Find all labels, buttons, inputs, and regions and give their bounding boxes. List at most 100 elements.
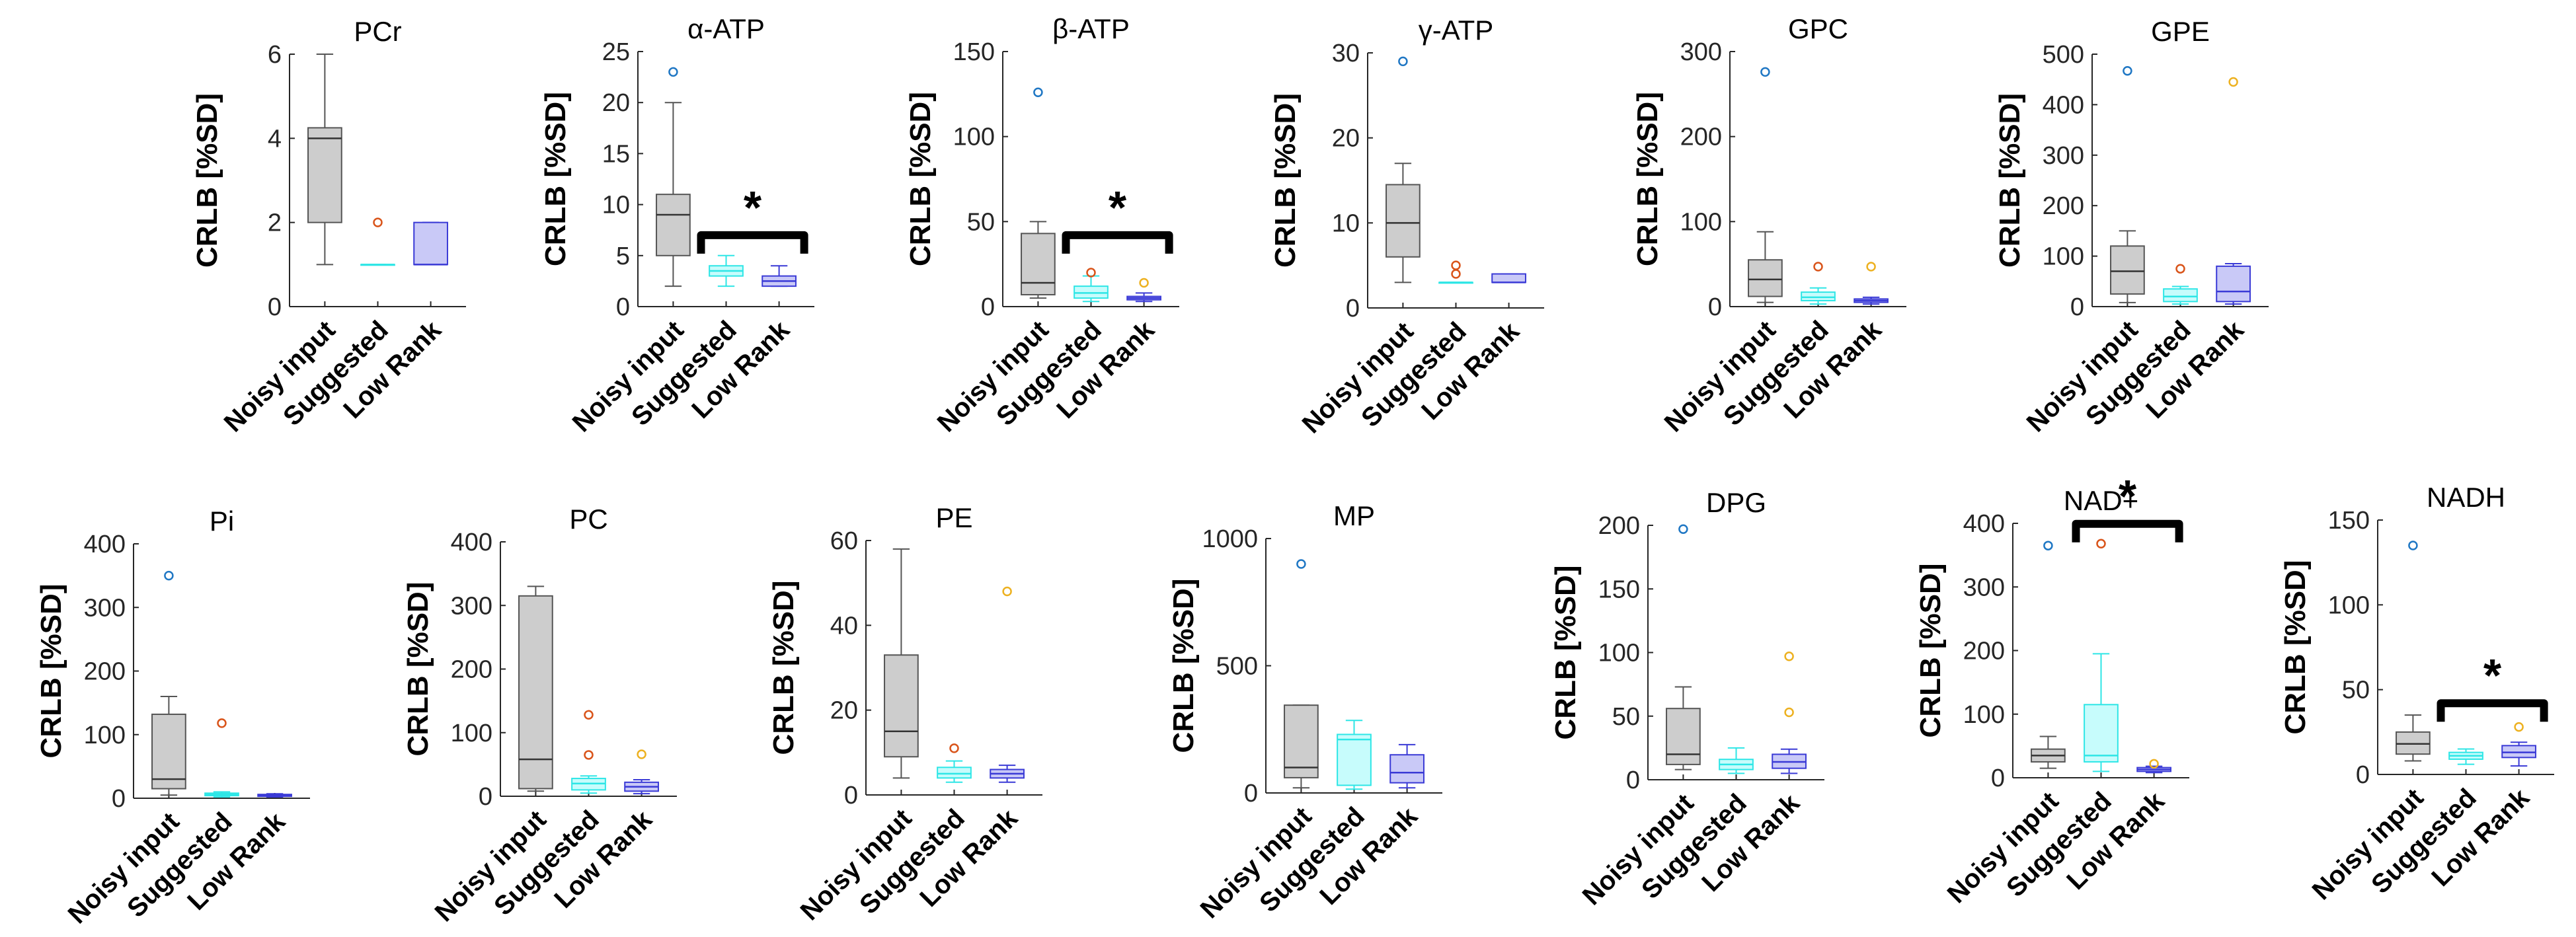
panel-title: β-ATP: [1052, 13, 1130, 44]
box-0: [1666, 524, 1701, 770]
box-1: [360, 217, 395, 266]
y-tick-label: 20: [830, 697, 858, 725]
box-2: [413, 221, 448, 266]
significance-bracket: [2437, 699, 2548, 722]
outlier-point: [164, 570, 174, 581]
outlier-point: [1784, 707, 1794, 718]
outlier-point: [373, 217, 383, 227]
y-tick-label: 100: [2043, 243, 2084, 271]
box-1: [1337, 720, 1372, 790]
outlier-point: [1813, 262, 1823, 272]
panel-title: GPE: [2151, 16, 2210, 47]
outlier-point: [1760, 67, 1770, 77]
y-tick-label: 100: [953, 124, 995, 151]
y-tick-label: 1000: [1202, 525, 1258, 553]
y-tick-label: 15: [602, 140, 630, 168]
box-1: [571, 710, 606, 794]
y-tick-label: 0: [1346, 295, 1360, 322]
box-iqr: [307, 127, 342, 223]
outlier-point: [637, 749, 646, 759]
significance-star: *: [744, 182, 762, 233]
y-tick-label: 400: [451, 529, 492, 556]
y-tick-label: 50: [967, 208, 995, 236]
y-axis-label: CRLB [%SD]: [904, 92, 937, 266]
box-1: [2084, 539, 2119, 772]
box-2: [1491, 273, 1526, 283]
y-tick-label: 4: [268, 125, 282, 153]
y-tick-label: 300: [1963, 574, 2005, 601]
box-2: [2136, 759, 2171, 774]
box-iqr: [1666, 708, 1701, 765]
y-tick-label: 6: [268, 41, 282, 69]
box-2: [1126, 278, 1161, 303]
box-iqr: [413, 221, 448, 266]
outlier-point: [584, 750, 594, 760]
y-tick-label: 20: [1332, 125, 1360, 153]
significance-bracket: [2072, 519, 2183, 543]
y-tick-label: 2: [268, 209, 282, 237]
panel-title: Pi: [210, 506, 234, 537]
box-2: [2216, 77, 2251, 305]
y-axis-label: CRLB [%SD]: [2279, 560, 2312, 735]
outlier-point: [2175, 264, 2185, 274]
box-iqr: [2216, 265, 2251, 303]
y-tick-label: 10: [602, 192, 630, 219]
y-tick-label: 60: [830, 527, 858, 555]
y-axis-label: CRLB [%SD]: [1631, 92, 1664, 266]
box-1: [2163, 264, 2198, 305]
y-tick-label: 200: [451, 656, 492, 684]
outlier-point: [949, 743, 959, 753]
box-iqr: [937, 767, 972, 779]
box-iqr: [2501, 745, 2536, 759]
y-axis-label: CRLB [%SD]: [1914, 564, 1947, 738]
box-0: [151, 570, 186, 796]
box-2: [257, 793, 292, 798]
y-tick-label: 150: [1598, 576, 1640, 603]
outlier-point: [1296, 559, 1306, 569]
box-iqr: [1491, 273, 1526, 283]
box-iqr: [1748, 259, 1783, 297]
box-iqr: [151, 713, 186, 790]
y-tick-label: 300: [1680, 38, 1722, 66]
significance-star: *: [1109, 182, 1127, 233]
y-tick-label: 300: [451, 592, 492, 620]
y-tick-label: 0: [2070, 293, 2084, 321]
outlier-point: [1451, 269, 1461, 279]
box-0: [518, 585, 553, 792]
box-2: [2501, 722, 2536, 767]
significance-star: *: [2119, 470, 2137, 522]
box-iqr: [884, 654, 919, 758]
y-tick-label: 400: [1963, 510, 2005, 538]
outlier-point: [2123, 65, 2132, 76]
box-2: [1772, 652, 1807, 774]
y-tick-label: 400: [2043, 91, 2084, 119]
outlier-point: [2149, 759, 2159, 769]
outlier-point: [668, 67, 678, 77]
box-2: [1389, 743, 1425, 789]
outlier-point: [1451, 260, 1461, 270]
box-iqr: [1284, 704, 1319, 778]
y-tick-label: 50: [1612, 703, 1640, 731]
box-1: [1073, 268, 1109, 303]
outlier-point: [584, 710, 594, 720]
y-tick-label: 200: [2043, 192, 2084, 220]
panel-title: PC: [569, 504, 607, 535]
y-tick-label: 40: [830, 612, 858, 640]
y-tick-label: 25: [602, 38, 630, 66]
box-iqr: [2163, 288, 2198, 303]
box-0: [2110, 65, 2145, 303]
y-axis-label: CRLB [%SD]: [191, 93, 223, 268]
y-tick-label: 200: [1963, 638, 2005, 665]
panel-title: GPC: [1788, 13, 1848, 44]
box-1: [1438, 260, 1473, 284]
box-1: [1719, 747, 1754, 774]
y-tick-label: 0: [479, 783, 492, 811]
